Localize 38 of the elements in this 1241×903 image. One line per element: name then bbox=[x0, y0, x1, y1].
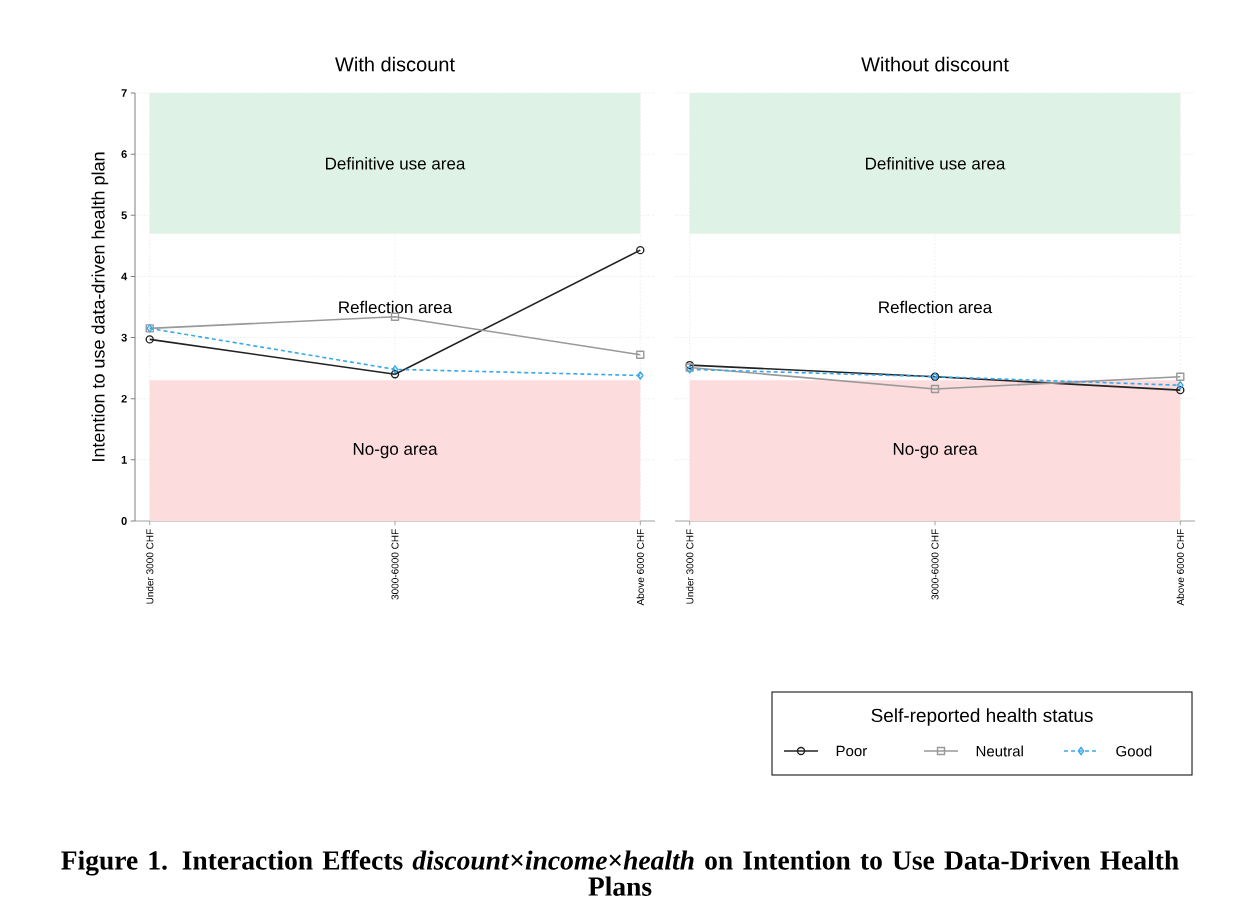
legend-label: Neutral bbox=[976, 745, 1023, 757]
point bbox=[1176, 381, 1184, 390]
text: Figure 1. Interaction Effects discount×income×health on Intention to Use Data-Driven Health Plans bbox=[61, 850, 1179, 896]
point bbox=[636, 350, 645, 359]
y-tick-label: 0 bbox=[121, 517, 127, 525]
y-axis-title: Intention to use data-driven health plan bbox=[91, 152, 109, 461]
point bbox=[390, 370, 400, 379]
annotation: Reflection area bbox=[879, 300, 993, 314]
point bbox=[1176, 385, 1185, 395]
y-tick-label: 4 bbox=[121, 272, 128, 281]
point bbox=[145, 335, 154, 344]
annotation: Reflection area bbox=[339, 300, 453, 314]
x-tick-label: Above 6000 CHF bbox=[1176, 529, 1184, 606]
y-tick-label: 1 bbox=[121, 456, 127, 464]
x-tick-label: Under 3000 CHF bbox=[686, 529, 694, 604]
band-label: Definitive use area bbox=[866, 157, 1006, 170]
y-tick-label: 7 bbox=[121, 89, 127, 97]
y-tick-label: 5 bbox=[121, 211, 127, 220]
y-tick-label: 3 bbox=[121, 333, 127, 342]
chart-title: With discount bbox=[335, 56, 455, 72]
point bbox=[930, 384, 940, 394]
band-label: No-go area bbox=[353, 443, 438, 459]
point bbox=[636, 245, 645, 255]
point bbox=[636, 371, 644, 380]
x-tick-label: 3000-6000 CHF bbox=[931, 529, 939, 600]
chart-title: Without discount bbox=[861, 56, 1009, 72]
point bbox=[391, 365, 399, 374]
y-tick-label: 2 bbox=[121, 394, 127, 403]
point bbox=[1176, 372, 1185, 381]
legend-title: Self-reported health status bbox=[871, 708, 1093, 726]
legend-label: Good bbox=[1116, 745, 1152, 757]
x-tick-label: Under 3000 CHF bbox=[146, 529, 154, 604]
band-label: Definitive use area bbox=[326, 157, 466, 170]
band-label: No-go area bbox=[893, 443, 978, 459]
x-tick-label: Above 6000 CHF bbox=[636, 529, 644, 606]
legend-label: Poor bbox=[836, 745, 867, 757]
y-tick-label: 6 bbox=[121, 150, 127, 159]
x-tick-label: 3000-6000 CHF bbox=[391, 529, 399, 600]
